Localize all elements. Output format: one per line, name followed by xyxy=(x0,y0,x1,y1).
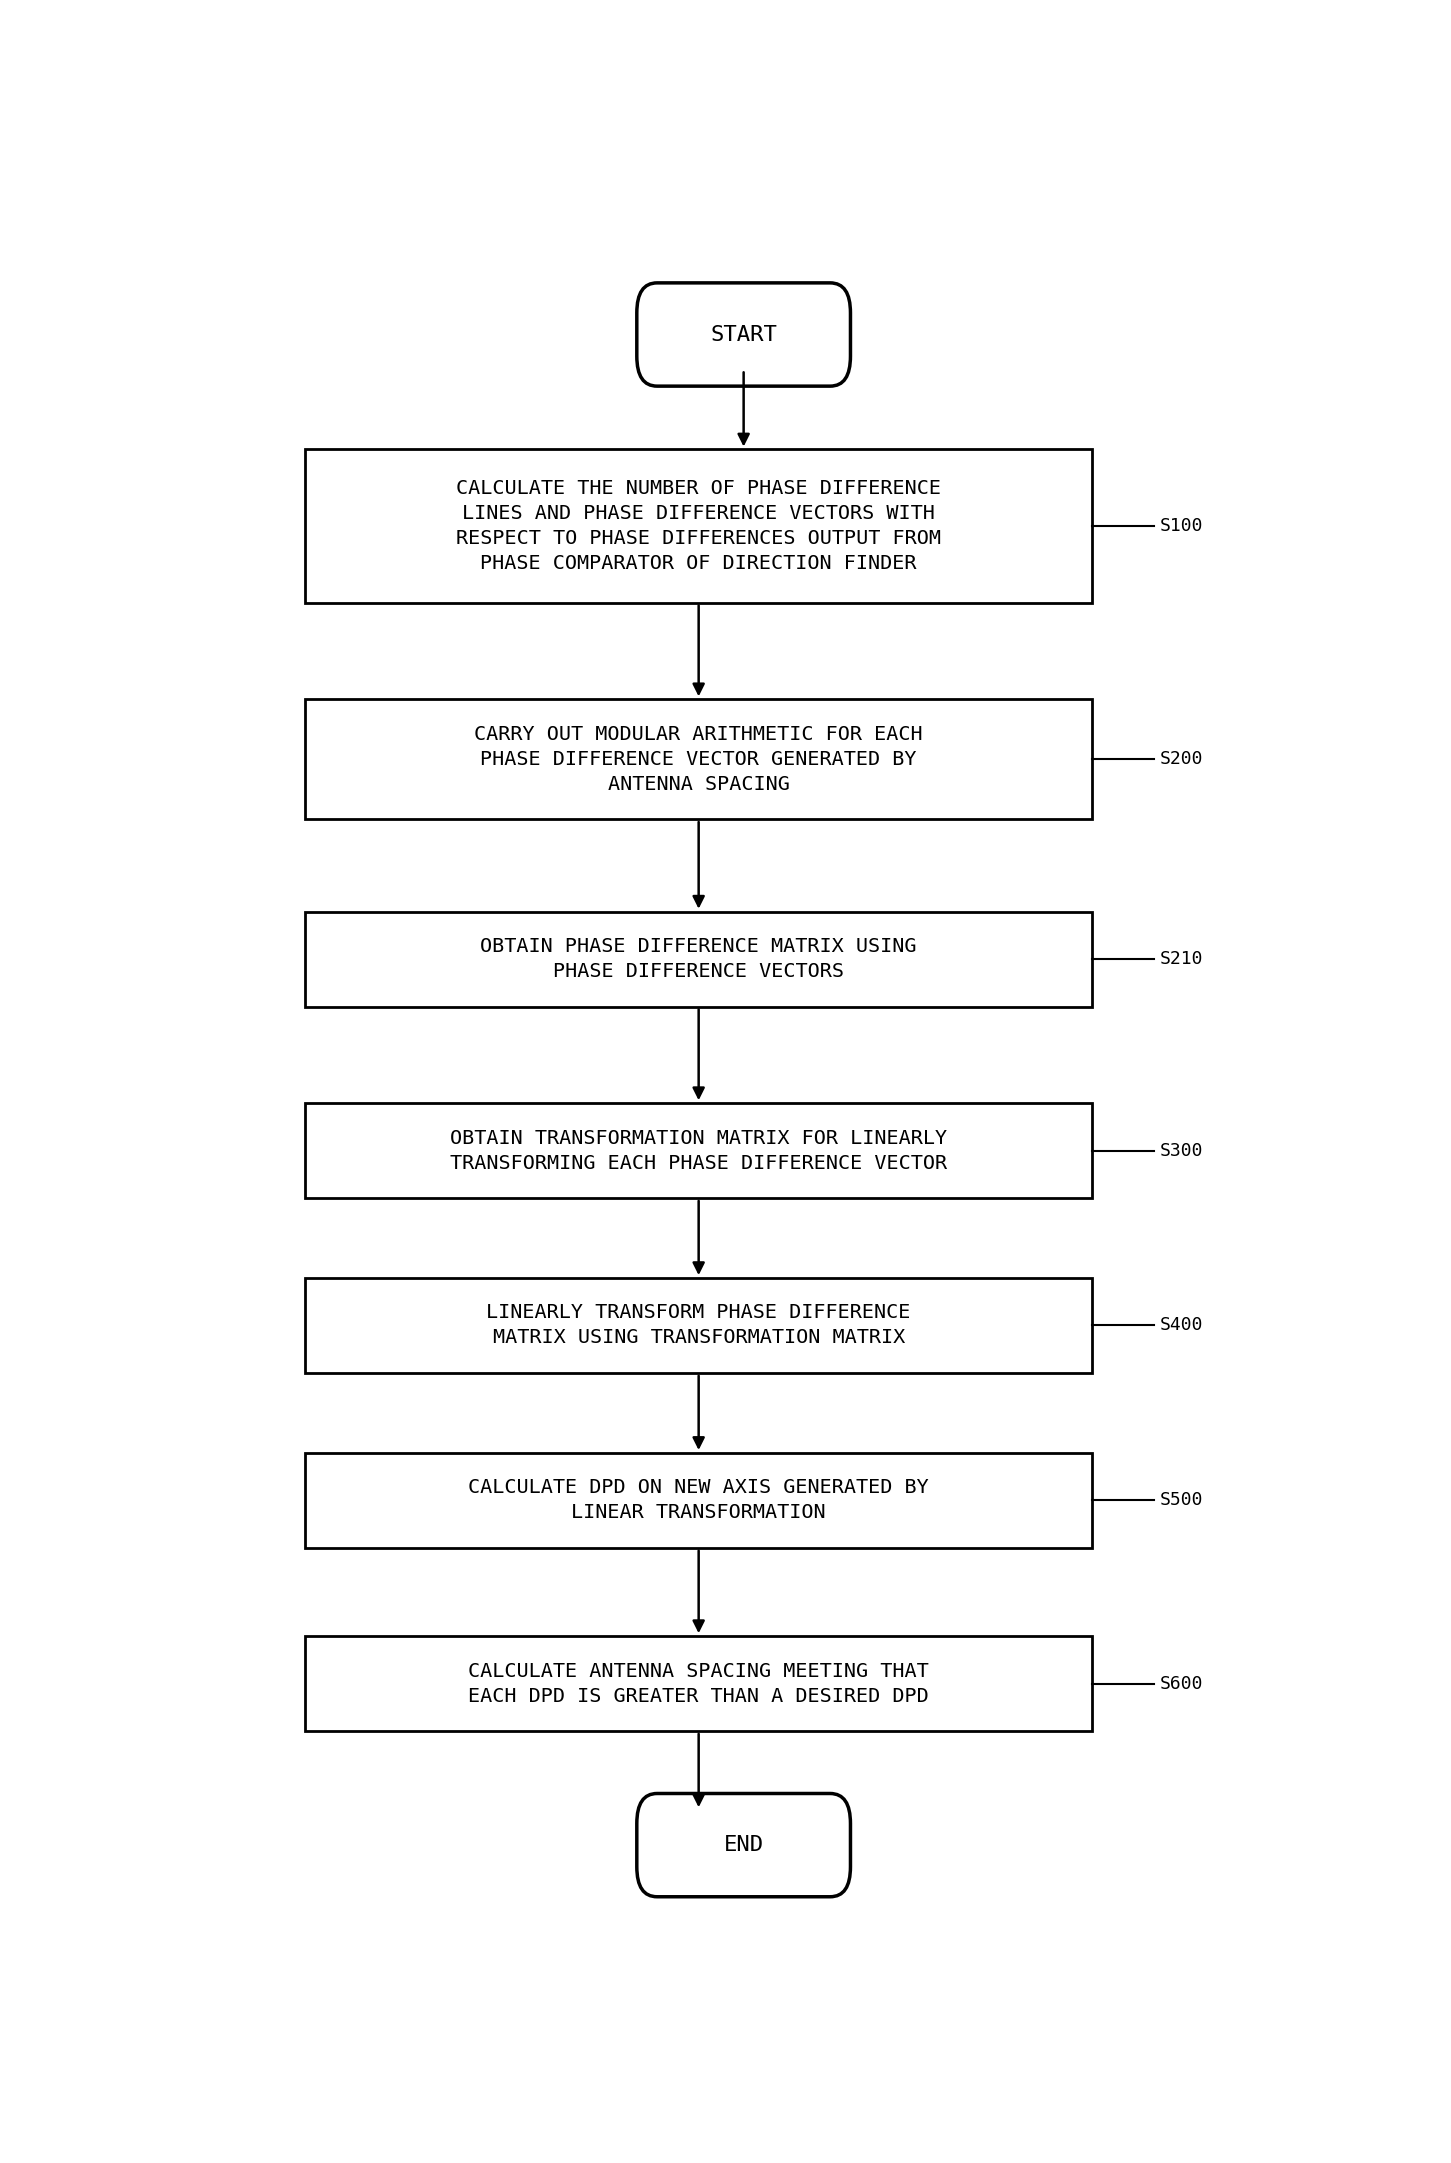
FancyBboxPatch shape xyxy=(637,1793,850,1897)
Text: CALCULATE DPD ON NEW AXIS GENERATED BY
LINEAR TRANSFORMATION: CALCULATE DPD ON NEW AXIS GENERATED BY L… xyxy=(469,1477,929,1523)
Text: START: START xyxy=(710,324,778,344)
Text: S500: S500 xyxy=(1159,1490,1203,1510)
Text: S300: S300 xyxy=(1159,1142,1203,1159)
FancyBboxPatch shape xyxy=(305,699,1093,820)
Text: S600: S600 xyxy=(1159,1674,1203,1694)
Text: S210: S210 xyxy=(1159,950,1203,969)
Text: OBTAIN PHASE DIFFERENCE MATRIX USING
PHASE DIFFERENCE VECTORS: OBTAIN PHASE DIFFERENCE MATRIX USING PHA… xyxy=(480,937,917,982)
Text: OBTAIN TRANSFORMATION MATRIX FOR LINEARLY
TRANSFORMING EACH PHASE DIFFERENCE VEC: OBTAIN TRANSFORMATION MATRIX FOR LINEARL… xyxy=(450,1129,948,1172)
FancyBboxPatch shape xyxy=(305,450,1093,603)
Text: S400: S400 xyxy=(1159,1317,1203,1335)
FancyBboxPatch shape xyxy=(305,1635,1093,1730)
FancyBboxPatch shape xyxy=(305,1454,1093,1549)
Text: END: END xyxy=(724,1834,763,1856)
FancyBboxPatch shape xyxy=(305,911,1093,1006)
Text: S200: S200 xyxy=(1159,751,1203,768)
FancyBboxPatch shape xyxy=(305,1278,1093,1374)
Text: CARRY OUT MODULAR ARITHMETIC FOR EACH
PHASE DIFFERENCE VECTOR GENERATED BY
ANTEN: CARRY OUT MODULAR ARITHMETIC FOR EACH PH… xyxy=(474,725,923,794)
Text: CALCULATE THE NUMBER OF PHASE DIFFERENCE
LINES AND PHASE DIFFERENCE VECTORS WITH: CALCULATE THE NUMBER OF PHASE DIFFERENCE… xyxy=(456,478,942,573)
Text: LINEARLY TRANSFORM PHASE DIFFERENCE
MATRIX USING TRANSFORMATION MATRIX: LINEARLY TRANSFORM PHASE DIFFERENCE MATR… xyxy=(486,1304,911,1348)
FancyBboxPatch shape xyxy=(305,1103,1093,1198)
FancyBboxPatch shape xyxy=(637,283,850,387)
Text: S100: S100 xyxy=(1159,517,1203,534)
Text: CALCULATE ANTENNA SPACING MEETING THAT
EACH DPD IS GREATER THAN A DESIRED DPD: CALCULATE ANTENNA SPACING MEETING THAT E… xyxy=(469,1661,929,1707)
